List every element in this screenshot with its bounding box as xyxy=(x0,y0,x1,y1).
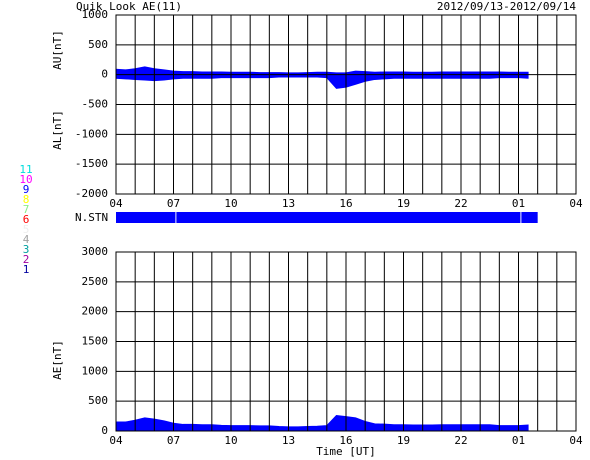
y-tick-label: 1000 xyxy=(82,364,109,377)
y-tick-label: -1500 xyxy=(75,157,108,170)
station-number: 3 xyxy=(23,243,30,256)
station-number: 6 xyxy=(23,213,30,226)
x-tick-label: 16 xyxy=(339,197,352,210)
station-number: 4 xyxy=(23,233,30,246)
station-segment xyxy=(521,212,538,223)
y-tick-label: 1500 xyxy=(82,335,109,348)
station-number: 2 xyxy=(23,253,30,266)
station-segment xyxy=(176,212,521,223)
y-tick-label: -500 xyxy=(82,98,109,111)
x-tick-label: 10 xyxy=(224,434,237,447)
station-number: 5 xyxy=(23,223,30,236)
station-number: 10 xyxy=(19,173,32,186)
data-area xyxy=(115,414,529,432)
title: Quik Look AE(11) xyxy=(76,0,182,13)
y-axis-label: AU[nT] xyxy=(51,30,64,70)
y-tick-label: 1000 xyxy=(82,8,109,21)
y-tick-label: -2000 xyxy=(75,187,108,200)
plot-frame xyxy=(115,251,577,432)
x-tick-label: 16 xyxy=(339,434,352,447)
x-tick-label: 07 xyxy=(167,197,180,210)
station-segment xyxy=(116,212,176,223)
x-tick-label: 10 xyxy=(224,197,237,210)
y-tick-label: 500 xyxy=(88,394,108,407)
y-tick-label: 3000 xyxy=(82,245,109,258)
y-axis-label: AE[nT] xyxy=(51,340,64,380)
station-number: 8 xyxy=(23,193,30,206)
y-tick-label: 2000 xyxy=(82,305,109,318)
x-tick-label: 13 xyxy=(282,434,295,447)
x-tick-label: 04 xyxy=(109,197,123,210)
y-tick-label: 0 xyxy=(101,68,108,81)
data-area xyxy=(115,66,529,76)
x-tick-label: 13 xyxy=(282,197,295,210)
x-axis-label: Time [UT] xyxy=(316,445,376,458)
station-number: 9 xyxy=(23,183,30,196)
x-tick-label: 04 xyxy=(569,197,583,210)
station-bar-label: N.STN xyxy=(75,211,108,224)
x-tick-label: 19 xyxy=(397,197,410,210)
date-range: 2012/09/13-2012/09/14 xyxy=(437,0,576,13)
station-number: 11 xyxy=(19,163,32,176)
x-tick-label: 07 xyxy=(167,434,180,447)
x-tick-label: 04 xyxy=(569,434,583,447)
plot-frame xyxy=(115,14,577,195)
y-tick-label: 500 xyxy=(88,38,108,51)
y-tick-label: -1000 xyxy=(75,127,108,140)
x-tick-label: 19 xyxy=(397,434,410,447)
x-tick-label: 01 xyxy=(512,197,525,210)
x-tick-label: 22 xyxy=(454,434,467,447)
station-number: 7 xyxy=(23,203,30,216)
x-tick-label: 01 xyxy=(512,434,525,447)
y-tick-label: 2500 xyxy=(82,275,109,288)
data-area xyxy=(115,74,529,89)
station-number: 1 xyxy=(23,263,30,276)
x-tick-label: 22 xyxy=(454,197,467,210)
x-tick-label: 04 xyxy=(109,434,123,447)
y-tick-label: 0 xyxy=(101,424,108,437)
y-axis-label: AL[nT] xyxy=(51,110,64,150)
